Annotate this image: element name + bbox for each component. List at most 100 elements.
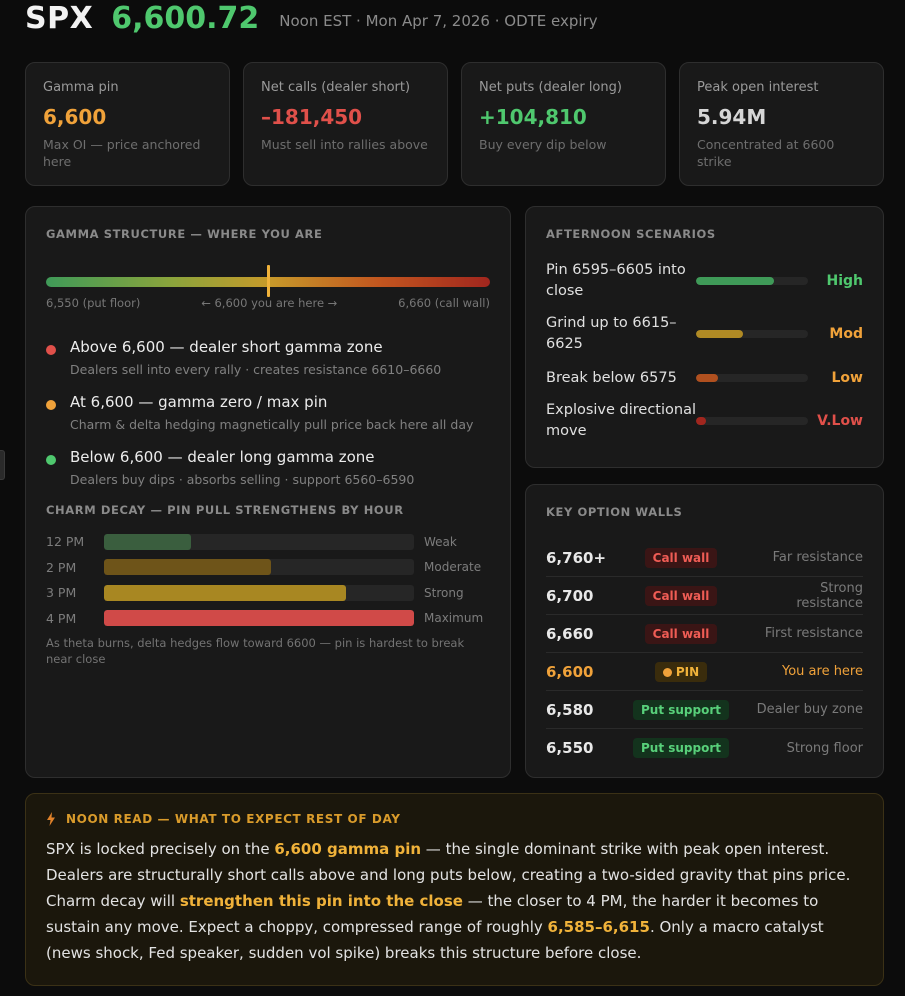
noon-read-body: SPX is locked precisely on the 6,600 gam…	[46, 836, 863, 966]
zone-dot-icon	[46, 400, 56, 410]
wall-row-current: 6,600 PIN You are here	[546, 653, 863, 691]
wall-row: 6,550 Put support Strong floor	[546, 729, 863, 767]
stat-card-net-calls: Net calls (dealer short) –181,450 Must s…	[243, 62, 448, 186]
wall-tag: Call wall	[644, 623, 718, 644]
zone-above: Above 6,600 — dealer short gamma zone De…	[46, 338, 490, 377]
charm-track	[104, 533, 414, 550]
noon-highlight-pin: 6,600 gamma pin	[274, 840, 422, 858]
zone-title: At 6,600 — gamma zero / max pin	[70, 393, 328, 411]
charm-fill	[104, 584, 346, 601]
charm-time: 4 PM	[46, 610, 77, 626]
wall-desc: Strong floor	[786, 740, 863, 756]
stat-note: Must sell into rallies above	[261, 137, 428, 152]
stat-card-peak-oi: Peak open interest 5.94M Concentrated at…	[679, 62, 884, 186]
charm-row: 3 PM Strong	[46, 584, 490, 601]
wall-desc: Strong resistance	[796, 580, 863, 611]
zone-desc: Charm & delta hedging magnetically pull …	[70, 417, 474, 432]
zone-below: Below 6,600 — dealer long gamma zone Dea…	[46, 448, 490, 487]
header: SPX 6,600.72 Noon EST · Mon Apr 7, 2026 …	[25, 0, 598, 36]
scenario-name: Grind up to 6615–6625	[546, 315, 677, 352]
gamma-zones: Above 6,600 — dealer short gamma zone De…	[46, 338, 490, 487]
lightning-icon	[47, 812, 55, 826]
noon-highlight-range: 6,585–6,615	[547, 918, 650, 936]
charm-note: As theta burns, delta hedges flow toward…	[46, 636, 465, 666]
noon-read-panel: Noon read — what to expect rest of day S…	[25, 793, 884, 986]
scenario-probability: Mod	[829, 326, 863, 342]
scenario-name: Explosive directional move	[546, 402, 696, 439]
wall-strike: 6,660	[546, 624, 594, 643]
charm-row: 2 PM Moderate	[46, 559, 490, 576]
walls-title: Key option walls	[546, 505, 683, 519]
scenario-name: Pin 6595–6605 into close	[546, 262, 686, 299]
scenario-track	[696, 374, 808, 382]
wall-row: 6,760+ Call wall Far resistance	[546, 539, 863, 577]
zone-dot-icon	[46, 455, 56, 465]
scenario-track	[696, 330, 808, 338]
charm-row: 12 PM Weak	[46, 533, 490, 550]
side-panel-handle[interactable]	[0, 450, 5, 480]
wall-strike: 6,600	[546, 662, 594, 681]
noon-text-4: . Only a macro catalyst (news shock, Fed…	[46, 918, 824, 962]
charm-label: Weak	[424, 534, 457, 549]
noon-read-title: Noon read — what to expect rest of day	[46, 812, 863, 826]
wall-strike: 6,700	[546, 586, 594, 605]
header-subtitle: Noon EST · Mon Apr 7, 2026 · ODTE expiry	[279, 12, 598, 30]
scenario-row: Pin 6595–6605 into close High	[546, 257, 863, 305]
spx-price: 6,600.72	[111, 0, 260, 36]
scenarios-title: Afternoon scenarios	[546, 227, 716, 241]
scale-mid-label: ← 6,600 you are here →	[201, 296, 338, 310]
wall-strike: 6,550	[546, 739, 594, 757]
zone-desc: Dealers buy dips · absorbs selling · sup…	[70, 472, 415, 487]
noon-text-1: SPX is locked precisely on the	[46, 840, 275, 858]
stat-value: +104,810	[479, 105, 587, 129]
wall-desc: First resistance	[764, 626, 863, 641]
wall-tag: Put support	[632, 699, 729, 720]
scenario-probability: Low	[831, 370, 863, 386]
pin-label: PIN	[675, 664, 700, 679]
stat-value: –181,450	[261, 105, 363, 129]
stat-note: Concentrated at 6600 strike	[697, 137, 835, 169]
charm-label: Strong	[424, 585, 464, 600]
ticker-symbol: SPX	[25, 0, 94, 36]
stat-label: Net calls (dealer short)	[261, 80, 411, 95]
scenario-fill	[696, 417, 707, 425]
charm-track	[104, 559, 414, 575]
stat-note: Max OI — price anchored here	[43, 137, 201, 169]
gamma-gradient-bar	[46, 265, 490, 297]
scenario-fill	[696, 374, 719, 382]
noon-text-2: — the single dominant strike with peak o…	[46, 840, 851, 910]
scenario-probability: V.Low	[817, 413, 863, 429]
noon-text-3: — the closer to 4 PM, the harder it beco…	[46, 892, 819, 936]
charm-track	[104, 584, 414, 601]
zone-title: Above 6,600 — dealer short gamma zone	[70, 338, 383, 356]
stat-label: Peak open interest	[697, 80, 819, 95]
scenario-list: Pin 6595–6605 into close High Grind up t…	[546, 257, 863, 449]
noon-highlight-charm: strengthen this pin into the close	[179, 892, 463, 910]
zone-dot-icon	[46, 345, 56, 355]
zone-desc: Dealers sell into every rally · creates …	[70, 362, 442, 377]
wall-desc: Far resistance	[772, 550, 863, 565]
scale-right-label: 6,660 (call wall)	[398, 296, 490, 310]
afternoon-scenarios-panel: Afternoon scenarios Pin 6595–6605 into c…	[525, 206, 884, 468]
scenario-fill	[696, 277, 775, 285]
charm-time: 12 PM	[46, 534, 85, 549]
charm-section-title: Charm decay — pin pull strengthens by ho…	[46, 503, 404, 517]
scenario-row: Break below 6575 Low	[546, 363, 863, 393]
wall-row: 6,700 Call wall Strong resistance	[546, 577, 863, 615]
wall-row: 6,580 Put support Dealer buy zone	[546, 691, 863, 729]
scenario-row: Explosive directional move V.Low	[546, 393, 863, 449]
charm-fill	[104, 610, 414, 626]
stat-value: 6,600	[43, 105, 107, 129]
wall-desc: Dealer buy zone	[756, 702, 863, 717]
charm-fill	[104, 533, 191, 550]
stat-card-net-puts: Net puts (dealer long) +104,810 Buy ever…	[461, 62, 666, 186]
wall-desc: You are here	[782, 664, 863, 679]
scale-left-label: 6,550 (put floor)	[46, 296, 141, 310]
charm-fill	[104, 559, 272, 575]
wall-tag: PIN	[654, 661, 708, 682]
noon-title-text: Noon read — what to expect rest of day	[66, 812, 401, 826]
wall-strike: 6,760+	[546, 548, 607, 567]
walls-table: 6,760+ Call wall Far resistance 6,700 Ca…	[546, 539, 863, 767]
wall-row: 6,660 Call wall First resistance	[546, 615, 863, 653]
scenario-fill	[696, 330, 744, 338]
